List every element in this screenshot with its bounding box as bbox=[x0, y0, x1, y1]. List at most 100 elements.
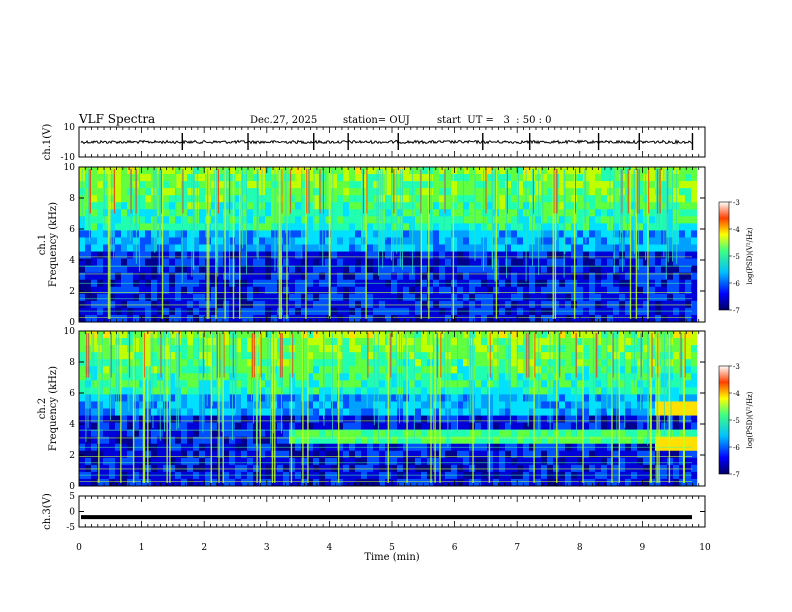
spectro-cell bbox=[289, 293, 296, 302]
spectro-cell bbox=[493, 380, 500, 388]
spectro-cell bbox=[469, 352, 476, 360]
spectro-cell bbox=[103, 394, 110, 402]
spectro-cell bbox=[295, 307, 302, 316]
spectro-cell bbox=[181, 244, 188, 252]
spectro-cell bbox=[361, 258, 368, 266]
spectro-cell bbox=[463, 209, 470, 217]
spectro-cell bbox=[469, 223, 476, 231]
spectro-cell bbox=[175, 251, 182, 259]
spectro-cell bbox=[241, 237, 248, 245]
spectro-cell bbox=[607, 450, 614, 459]
spectro-cell bbox=[613, 181, 620, 189]
spectro-cell bbox=[115, 202, 122, 210]
spectro-cell bbox=[373, 331, 380, 339]
spectro-cell bbox=[637, 209, 644, 217]
colorbar-tick-label: -3 bbox=[733, 199, 740, 207]
spectro-cell bbox=[559, 331, 566, 339]
spectro-cell bbox=[571, 387, 578, 395]
spectro-cell bbox=[331, 223, 338, 231]
spectro-cell bbox=[481, 401, 488, 409]
spectro-cell bbox=[259, 272, 266, 281]
spectro-cell bbox=[631, 387, 638, 395]
spectro-cell bbox=[505, 415, 512, 423]
spectro-cell bbox=[133, 429, 140, 437]
spectro-cell bbox=[679, 457, 686, 466]
spectro-cell bbox=[469, 258, 476, 266]
spectro-cell bbox=[547, 230, 554, 238]
spectro-cell bbox=[169, 188, 176, 196]
spectro-cell bbox=[475, 181, 482, 189]
spectro-cell bbox=[673, 450, 680, 459]
spectro-cell bbox=[289, 216, 296, 224]
spectro-cell bbox=[475, 209, 482, 217]
spectro-cell bbox=[169, 338, 176, 346]
spectro-cell bbox=[169, 265, 176, 273]
spectro-cell bbox=[505, 174, 512, 182]
spectro-cell bbox=[427, 422, 434, 430]
spectro-cell bbox=[115, 251, 122, 259]
spectro-cell bbox=[565, 195, 572, 203]
spectro-cell bbox=[211, 464, 218, 473]
spectro-cell bbox=[475, 464, 482, 473]
spectro-cell bbox=[343, 230, 350, 238]
spectro-cell bbox=[565, 464, 572, 473]
spectro-cell bbox=[403, 230, 410, 238]
spectro-cell bbox=[103, 300, 110, 309]
spectro-cell bbox=[451, 338, 458, 346]
spectro-cell bbox=[517, 181, 524, 189]
spectro-cell bbox=[157, 237, 164, 245]
spectro-cell bbox=[667, 338, 674, 346]
spectro-cell bbox=[511, 366, 518, 374]
spectro-cell bbox=[121, 272, 128, 281]
spectro-cell bbox=[187, 216, 194, 224]
spectro-cell bbox=[109, 345, 116, 353]
spectro-cell bbox=[421, 359, 428, 367]
spectro-cell bbox=[295, 331, 302, 339]
spectro-cell bbox=[415, 209, 422, 217]
spectro-cell bbox=[349, 251, 356, 259]
spectro-cell bbox=[217, 436, 224, 445]
spectro-cell bbox=[175, 464, 182, 473]
spectro-cell bbox=[625, 450, 632, 459]
spectro-cell bbox=[505, 230, 512, 238]
spectro-cell bbox=[121, 394, 128, 402]
spectro-cell bbox=[673, 394, 680, 402]
spectro-cell bbox=[421, 300, 428, 309]
spectro-cell bbox=[169, 223, 176, 231]
spectro-cell bbox=[691, 450, 698, 459]
spectro-cell bbox=[223, 188, 230, 196]
spectro-cell bbox=[403, 408, 410, 416]
spectro-cell bbox=[487, 174, 494, 182]
spectro-cell bbox=[217, 272, 224, 281]
spectro-cell bbox=[343, 195, 350, 203]
spectro-cell bbox=[571, 464, 578, 473]
spectro-cell bbox=[415, 436, 422, 445]
spectro-cell bbox=[469, 464, 476, 473]
spectro-cell bbox=[319, 195, 326, 203]
spectro-cell bbox=[379, 429, 386, 437]
spectro-cell bbox=[241, 314, 248, 323]
spectro-cell bbox=[655, 457, 662, 466]
spectro-cell bbox=[199, 387, 206, 395]
spectro-cell bbox=[79, 366, 86, 374]
spectro-cell bbox=[499, 272, 506, 281]
spectro-cell bbox=[139, 338, 146, 346]
spectro-cell bbox=[547, 251, 554, 259]
spectro-cell bbox=[679, 272, 686, 281]
spectro-cell bbox=[361, 209, 368, 217]
spectro-cell bbox=[691, 408, 698, 416]
spectro-cell bbox=[667, 450, 674, 459]
spectro-cell bbox=[295, 422, 302, 430]
spectro-cell bbox=[121, 307, 128, 316]
station-label: station= OUJ bbox=[343, 115, 410, 126]
spectro-cell bbox=[139, 345, 146, 353]
spectro-cell bbox=[85, 265, 92, 273]
spectro-cell bbox=[439, 401, 446, 409]
spectro-cell bbox=[415, 387, 422, 395]
spectro-cell bbox=[505, 429, 512, 437]
spectro-cell bbox=[97, 331, 104, 339]
spectro-cell bbox=[169, 272, 176, 281]
spectro-cell bbox=[115, 272, 122, 281]
spectro-cell bbox=[625, 258, 632, 266]
spectro-cell bbox=[145, 300, 152, 309]
